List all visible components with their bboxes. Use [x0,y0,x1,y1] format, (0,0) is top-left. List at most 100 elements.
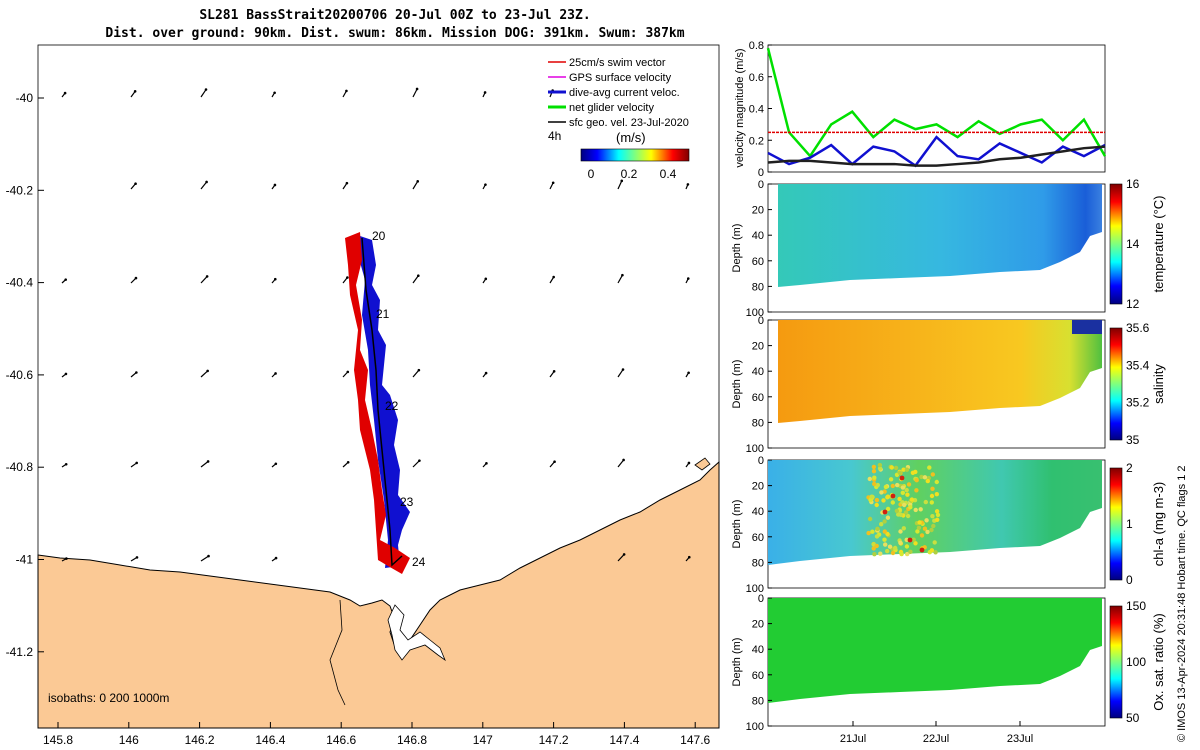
depth-tick-label: 0 [758,315,764,327]
chlorophyll-point [889,465,894,470]
map-ytick-label: -40.4 [6,276,34,290]
colorbar-tick-label: 35.2 [1126,396,1150,410]
section-oxygen [767,597,1123,727]
geo-velocity-arrowhead [205,275,209,278]
depth-tick-label: 20 [752,205,764,217]
geo-velocity-arrowhead [274,556,278,560]
salinity-field [778,320,1102,423]
chlorophyll-point [872,552,877,557]
chlorophyll-point [894,508,900,514]
day-label: 21 [376,307,390,321]
time-tick-label: 21Jul [840,733,866,745]
geo-velocity-arrowhead [345,181,349,185]
geo-velocity-arrowhead [206,460,210,463]
velocity-series-line [767,145,1106,167]
chlorophyll-point [895,482,900,488]
chlorophyll-point [883,484,889,490]
map-ytick-label: -40.2 [6,183,34,197]
chlorophyll-point [929,527,934,533]
map-ytick-label: -41 [16,553,34,567]
depth-tick-label: 20 [752,619,764,631]
chlorophyll-point [899,551,904,557]
velocity-ytick-label: 0.2 [749,135,764,147]
depth-tick-label: 40 [752,644,764,656]
geo-velocity-arrowhead [64,462,68,466]
chlorophyll-point [871,469,877,474]
geo-velocity-arrowhead [484,277,488,281]
chlorophyll-point [882,537,887,542]
depth-tick-label: 80 [752,557,764,569]
colorbar-tick-label: 35.4 [1126,358,1150,372]
chlorophyll-point [930,514,935,519]
geo-velocity-arrowhead [622,458,625,462]
geo-velocity-arrowhead [686,277,690,280]
chlorophyll-point [929,548,935,553]
chlorophyll-point [900,490,905,495]
depth-tick-label: 0 [758,455,764,467]
chlorophyll-point [890,500,895,505]
colorbar-tick-label: 1 [1126,517,1133,531]
figure-title-line2: Dist. over ground: 90km. Dist. swum: 86k… [105,26,685,41]
depth-axis-label: Depth (m) [731,360,743,409]
geo-velocity-arrowhead [345,89,348,93]
geo-velocity-arrowhead [417,368,421,372]
legend-entry-swim-vector: 25cm/s swim vector [548,57,666,69]
day-label: 20 [372,229,386,243]
velocity-panel: 0 0.2 0.4 0.6 0.8 velocity magnitude (m/s) [734,40,1107,179]
legend-entry-sfc-geo-velocity: sfc geo. vel. 23-Jul-2020 [548,117,689,129]
geo-velocity-arrow [412,460,420,468]
chlorophyll-point [867,516,873,522]
chlorophyll-point [927,465,932,470]
colorbar-label: chl-a (mg m-3) [1151,482,1166,567]
land-mass [37,460,720,729]
chlorophyll-high-point [882,509,888,515]
geo-velocity-arrowhead [346,460,350,464]
geo-velocity-arrowhead [484,183,487,186]
chlorophyll-point [888,477,894,482]
chlorophyll-point [931,523,936,529]
chlorophyll-point [874,534,880,539]
geo-velocity-arrow [200,370,209,378]
chlorophyll-point [913,507,918,513]
colorbar-label: temperature (°C) [1151,196,1166,293]
chlorophyll-point [890,483,895,489]
interval-label: 4h [548,129,561,143]
velocity-series-line [766,47,1107,159]
velocity-yticks: 0 0.2 0.4 0.6 0.8 [749,40,772,179]
legend-label: sfc geo. vel. 23-Jul-2020 [569,117,689,129]
chlorophyll-point [933,550,938,555]
chlorophyll-point [871,546,876,551]
chlorophyll-point [885,506,891,512]
velocity-ytick-label: 0.8 [749,40,764,52]
depth-tick-label: 60 [752,532,764,544]
geo-velocity-arrowhead [64,278,67,281]
chlorophyll-point [904,487,909,493]
chlorophyll-point [929,493,935,499]
geo-velocity-arrowhead [207,554,210,558]
chlorophyll-point [908,549,913,554]
chlorophyll-point [890,550,896,556]
chlorophyll-bloom-points [866,462,941,557]
geo-velocity-arrow [412,369,420,378]
map-xtick-label: 146.8 [397,733,427,747]
imos-credit: © IMOS 13-Apr-2024 20:31:48 Hobart time.… [1176,465,1188,742]
river-channel [329,599,346,706]
map-xtick-label: 146.6 [326,733,356,747]
day-label: 23 [400,495,414,509]
temperature-field [778,184,1102,287]
island [694,457,711,471]
geo-velocity-arrowhead [552,275,555,279]
map-xtick-label: 146 [119,733,139,747]
chlorophyll-point [898,529,903,534]
geo-velocity-arrowhead [64,372,68,376]
colorbar-tick-label: 12 [1126,297,1140,311]
colorbar-tick-label: 150 [1126,599,1146,613]
colorbar-label: salinity [1151,364,1166,404]
geo-velocity-arrow [412,275,419,284]
depth-tick-label: 20 [752,341,764,353]
chlorophyll-point [923,499,928,505]
chlorophyll-point [919,474,924,480]
surface-geostrophic-velocity-arrows [61,87,691,562]
depth-axis-label: Depth (m) [731,224,743,273]
